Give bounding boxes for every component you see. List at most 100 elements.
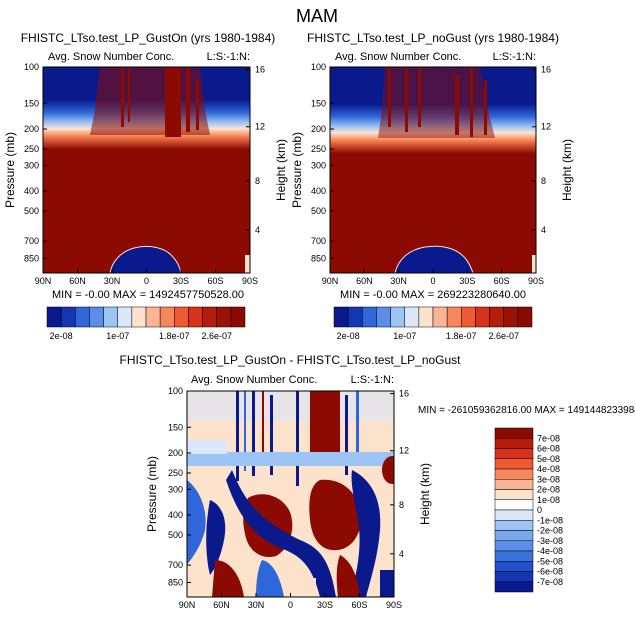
x-tick-label: 30N: [104, 276, 121, 286]
colorbar-label: 0: [537, 505, 542, 515]
colorbar-swatch: [494, 427, 534, 439]
y-axis-label-right: Height (km): [274, 139, 288, 201]
stats-line: MIN = -0.00 MAX = 269223280640.00: [340, 289, 526, 301]
spike: [405, 67, 408, 132]
pale-surface: [286, 578, 316, 597]
colorbar-swatch: [46, 306, 62, 328]
colorbar-label: 1e-07: [106, 331, 129, 341]
blue-band-diag: [226, 470, 336, 597]
colorbar-swatch: [494, 550, 534, 562]
red-patch: [382, 456, 394, 484]
colorbar-swatch: [404, 306, 420, 328]
light-blue-band: [187, 452, 394, 466]
y-tick-label-right: 4: [255, 225, 260, 235]
panel-no-gust: FHISTC_LTso.test_LP_noGust (yrs 1980-198…: [290, 31, 574, 341]
panel-title: FHISTC_LTso.test_LP_GustOn (yrs 1980-198…: [21, 31, 276, 45]
streak: [356, 391, 359, 461]
red-core-right: [309, 479, 361, 551]
x-tick-label: 0: [144, 276, 149, 286]
panel-title: FHISTC_LTso.test_LP_noGust (yrs 1980-198…: [307, 31, 559, 45]
colorbar: 2e-08 1e-07 1.8e-07 2.6e-07: [46, 306, 246, 341]
colorbar-label: 2e-08: [537, 485, 560, 495]
streak: [244, 391, 246, 471]
colorbar-label: -3e-08: [537, 536, 563, 546]
colorbar-swatch: [362, 306, 377, 328]
x-tick-label: 90N: [179, 600, 196, 610]
colorbar-swatch: [494, 489, 534, 500]
colorbar-label: -4e-08: [537, 546, 563, 556]
x-ticks: 90N 60N 30N 0 30S 60S 90S: [179, 593, 402, 610]
colorbar-label: -7e-08: [537, 577, 563, 587]
colorbar-swatch: [494, 581, 534, 593]
colorbar-label: -1e-08: [537, 515, 563, 525]
colorbar-swatch: [230, 306, 246, 328]
red-lower-right: [336, 555, 360, 597]
colorbar-swatch: [446, 306, 462, 328]
colorbar-label: 1e-08: [537, 495, 560, 505]
x-tick-label: 60N: [213, 600, 230, 610]
spike: [128, 67, 130, 122]
colorbar-label: 2e-08: [50, 331, 73, 341]
colorbar-label: 4e-08: [537, 464, 560, 474]
x-tick-label: 30S: [173, 276, 189, 286]
x-tick-label: 90S: [242, 276, 258, 286]
spike: [186, 67, 190, 132]
x-tick-label: 0: [430, 276, 435, 286]
colorbar-swatch: [174, 306, 189, 328]
streak: [345, 395, 348, 475]
surface-low-blob: [394, 245, 474, 273]
y-ticks-right: 16 12 8 4: [246, 65, 265, 235]
colorbar-swatch: [89, 306, 104, 328]
x-tick-label: 60N: [356, 276, 373, 286]
stats-line: MIN = -261059362816.00 MAX = 14914482339…: [418, 405, 635, 416]
colorbar-swatch: [216, 306, 232, 328]
y-tick-label-right: 12: [255, 122, 265, 132]
y-tick-label: 250: [168, 468, 183, 478]
y-tick-label-right: 4: [399, 549, 404, 559]
colorbar-swatch: [494, 448, 534, 459]
y-axis-label: Pressure (mb): [145, 456, 159, 532]
y-ticks-right: 16 12 8 4: [532, 65, 551, 235]
colorbar-swatch: [103, 306, 118, 328]
y-tick-label: 200: [311, 124, 326, 134]
colorbar-swatch: [60, 306, 76, 328]
y-tick-label: 850: [168, 577, 183, 587]
y-tick-label-right: 8: [541, 176, 546, 186]
panel-subtitle-right: L:S:-1:N:: [351, 374, 394, 386]
y-tick-label: 250: [24, 144, 39, 154]
y-tick-label-right: 12: [541, 122, 551, 132]
streak: [236, 391, 239, 481]
stats-line: MIN = -0.00 MAX = 1492457750528.00: [52, 289, 244, 301]
y-tick-label-right: 16: [399, 389, 409, 399]
colorbar-label: 2.6e-07: [201, 331, 232, 341]
y-tick-label-right: 12: [399, 446, 409, 456]
colorbar-swatch: [188, 306, 203, 328]
colorbar-swatch: [494, 468, 534, 480]
colorbar-swatch: [432, 306, 448, 328]
x-tick-label: 30N: [390, 276, 407, 286]
colorbar-swatch: [517, 306, 533, 328]
y-tick-label: 700: [168, 560, 183, 570]
colorbar-label: 2e-08: [337, 331, 360, 341]
light-blue-band: [187, 440, 227, 454]
y-tick-label-right: 16: [255, 65, 265, 75]
y-tick-label: 150: [311, 98, 326, 108]
x-tick-label: 90S: [386, 600, 402, 610]
tropical-plume: [378, 67, 495, 138]
y-tick-label: 850: [24, 253, 39, 263]
y-ticks: 100 150 200 250 300 400 500 700 850: [24, 62, 47, 263]
spike: [470, 67, 473, 137]
colorbar-swatch: [390, 306, 405, 328]
panel-title: FHISTC_LTso.test_LP_GustOn - FHISTC_LTso…: [119, 353, 461, 367]
panel-gust-on: FHISTC_LTso.test_LP_GustOn (yrs 1980-198…: [3, 31, 288, 341]
colorbar-swatch: [494, 499, 534, 511]
y-tick-label: 100: [24, 62, 39, 72]
spike: [418, 67, 421, 127]
colorbar-label: -6e-08: [537, 567, 563, 577]
colorbar-label: 2.6e-07: [488, 331, 519, 341]
colorbar-swatch: [418, 306, 434, 328]
colorbar-swatch: [333, 306, 349, 328]
x-tick-label: 90N: [35, 276, 52, 286]
x-tick-label: 60S: [207, 276, 223, 286]
x-ticks: 90N 60N 30N 0 30S 60S 90S: [35, 269, 258, 286]
